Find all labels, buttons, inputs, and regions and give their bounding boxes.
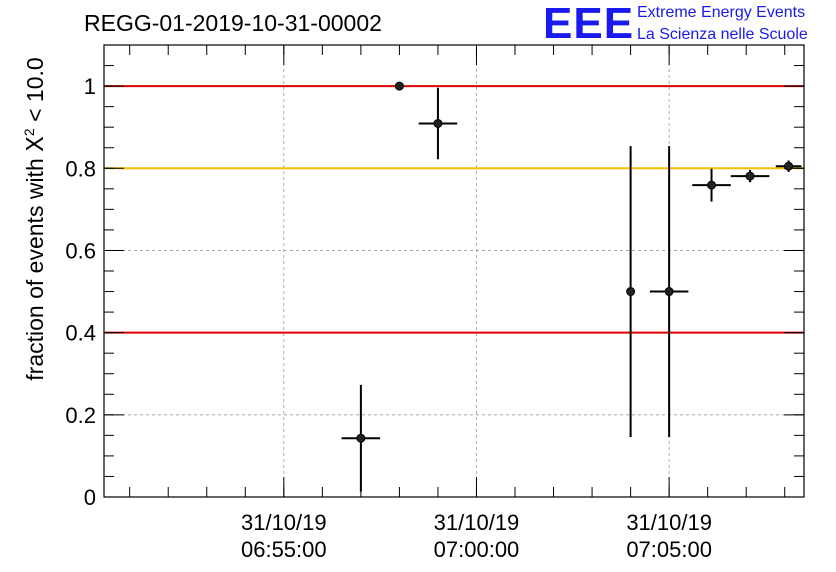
y-axis-label-prefix: fraction of events with: [22, 151, 48, 381]
y-tick-label: 0.2: [65, 403, 96, 428]
point-marker: [356, 433, 366, 443]
logo-line-1: Extreme Energy Events: [637, 4, 806, 21]
y-axis-label-suffix: < 10.0: [22, 57, 48, 129]
chi-symbol: X: [23, 136, 49, 152]
point-marker: [626, 287, 636, 297]
data-point: [775, 160, 802, 172]
reference-lines: [104, 85, 804, 334]
eee-logo: EEE Extreme Energy Events La Scienza nel…: [543, 0, 828, 48]
chart-title: REGG-01-2019-10-31-00002: [84, 10, 382, 36]
x-tick-date: 31/10/19: [434, 510, 520, 535]
y-tick-label: 0: [84, 485, 96, 510]
data-point: [418, 87, 458, 160]
y-tick-label: 1: [84, 74, 96, 99]
y-tick-labels: 0 0.2 0.4 0.6 0.8 1: [65, 74, 96, 510]
data-point: [341, 384, 381, 492]
logo-mark: EEE: [543, 0, 635, 48]
point-marker: [433, 118, 443, 128]
x-tick-labels: 31/10/1906:55:0031/10/1907:00:0031/10/19…: [241, 510, 712, 562]
data-point: [626, 146, 636, 438]
data-point: [692, 168, 731, 202]
y-tick-label: 0.6: [65, 238, 96, 263]
x-tick-date: 31/10/19: [626, 510, 712, 535]
point-marker: [784, 161, 794, 171]
data-point: [649, 146, 689, 438]
point-marker: [707, 180, 717, 190]
axis-ticks: [104, 44, 804, 498]
point-marker: [394, 81, 404, 91]
x-tick-time: 07:00:00: [434, 537, 520, 562]
plot-frame: [103, 44, 805, 498]
x-tick-date: 31/10/19: [241, 510, 327, 535]
logo-line-2: La Scienza nelle Scuole: [637, 26, 808, 43]
x-tick-time: 06:55:00: [241, 537, 327, 562]
y-tick-label: 0.8: [65, 156, 96, 181]
point-marker: [664, 287, 674, 297]
data-point: [394, 81, 404, 91]
data-point: [730, 169, 770, 183]
x-tick-time: 07:05:00: [626, 537, 712, 562]
point-marker: [745, 171, 755, 181]
grid: [104, 45, 804, 497]
y-axis-label: fraction of events with X2 < 10.0: [14, 0, 49, 459]
y-tick-label: 0.4: [65, 321, 96, 346]
chi-exponent: 2: [21, 128, 37, 137]
data-points: [341, 81, 802, 492]
